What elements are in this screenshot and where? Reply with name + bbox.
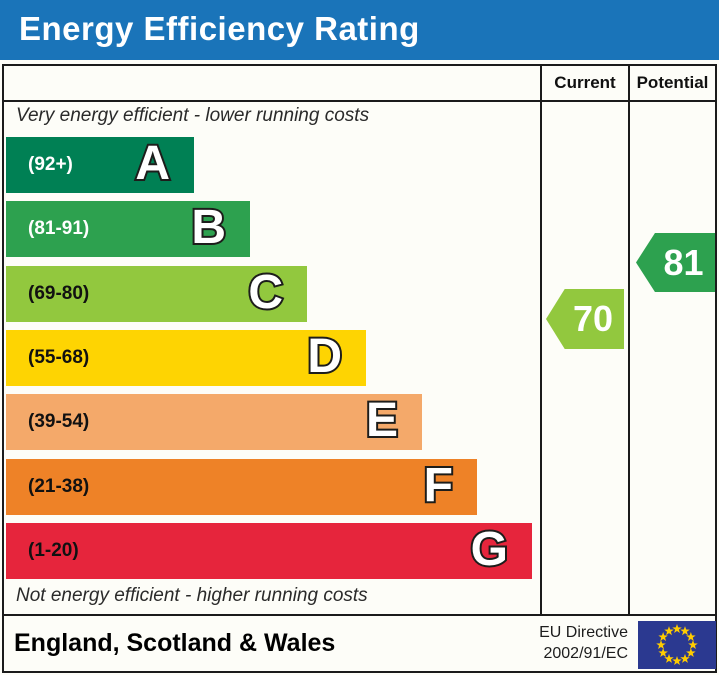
band-row-f: (21-38) F xyxy=(6,459,477,515)
efficiency-note-top: Very energy efficient - lower running co… xyxy=(16,105,370,126)
header-divider-line xyxy=(4,100,715,102)
current-rating-value: 70 xyxy=(572,298,614,339)
band-letter: A xyxy=(133,137,172,191)
band-range-label: (81-91) xyxy=(28,218,90,239)
band-range-label: (92+) xyxy=(28,154,73,175)
band-row-c: (69-80) C xyxy=(6,266,307,322)
band-row-e: (39-54) E xyxy=(6,394,422,450)
page-title: Energy Efficiency Rating xyxy=(19,10,420,47)
band-range-label: (1-20) xyxy=(28,540,79,561)
potential-column-divider xyxy=(628,66,630,614)
band-row-d: (55-68) D xyxy=(6,330,366,386)
efficiency-note-bottom: Not energy efficient - higher running co… xyxy=(16,585,368,606)
potential-rating-value: 81 xyxy=(663,241,704,283)
potential-rating-arrow: 81 xyxy=(636,233,715,292)
band-row-g: (1-20) G xyxy=(6,523,532,579)
band-row-a: (92+) A xyxy=(6,137,194,193)
band-range-label: (69-80) xyxy=(28,283,90,304)
title-bar: Energy Efficiency Rating xyxy=(0,0,719,60)
band-letter: F xyxy=(422,459,455,513)
column-header-potential: Potential xyxy=(636,73,709,92)
band-letter: D xyxy=(305,330,344,384)
current-column-divider xyxy=(540,66,542,614)
eu-directive-label: EU Directive 2002/91/EC xyxy=(498,622,628,664)
band-letter: B xyxy=(189,201,228,255)
rating-table-frame xyxy=(2,64,717,673)
band-letter: E xyxy=(364,394,400,448)
eu-directive-line1: EU Directive xyxy=(539,624,628,641)
footer-divider-line xyxy=(4,614,715,616)
band-row-b: (81-91) B xyxy=(6,201,250,257)
band-letter: C xyxy=(246,266,285,320)
eu-directive-line2: 2002/91/EC xyxy=(543,645,628,662)
band-range-label: (39-54) xyxy=(28,411,90,432)
band-range-label: (55-68) xyxy=(28,347,90,368)
current-rating-arrow: 70 xyxy=(546,289,624,349)
band-letter: G xyxy=(469,523,510,577)
eu-flag-icon xyxy=(638,621,716,669)
region-label: England, Scotland & Wales xyxy=(14,629,336,657)
column-header-current: Current xyxy=(554,73,616,92)
band-range-label: (21-38) xyxy=(28,476,90,497)
